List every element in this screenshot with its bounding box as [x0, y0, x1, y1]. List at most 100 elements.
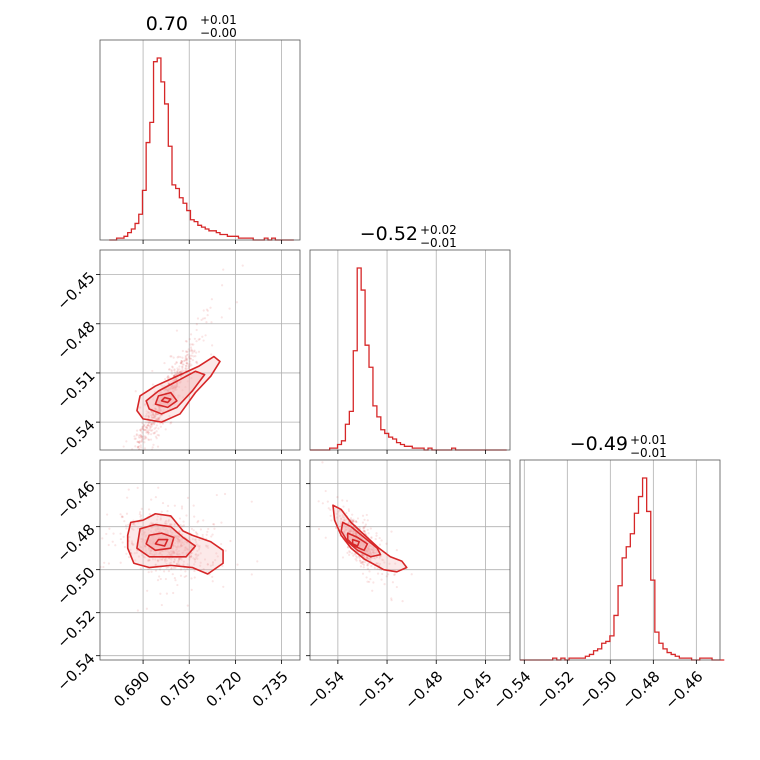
sample-point	[131, 456, 133, 458]
sample-point	[352, 530, 355, 533]
sample-point	[190, 555, 193, 558]
sample-point	[188, 536, 191, 539]
sample-point	[185, 362, 189, 365]
sample-point	[125, 527, 128, 530]
y-tick-label: −0.54	[53, 416, 98, 461]
panel-frame	[309, 459, 511, 661]
sample-point	[157, 552, 161, 556]
sample-point	[205, 308, 209, 311]
sample-point	[362, 554, 365, 557]
sample-point	[370, 548, 373, 551]
sample-point	[150, 552, 153, 555]
sample-point	[367, 557, 371, 560]
sample-point	[175, 385, 178, 388]
sample-point	[166, 376, 169, 379]
sample-point	[220, 521, 223, 524]
sample-point	[145, 607, 148, 610]
sample-point	[141, 427, 144, 431]
sample-point	[191, 343, 194, 346]
sample-point	[221, 284, 224, 287]
sample-point	[148, 558, 151, 562]
sample-point	[167, 531, 170, 535]
sample-point	[176, 538, 180, 541]
sample-point	[148, 428, 151, 432]
sample-point	[153, 421, 156, 424]
sample-point	[147, 546, 151, 550]
sample-point	[137, 527, 140, 530]
sample-point	[223, 492, 227, 496]
sample-point	[173, 534, 176, 537]
sample-point	[370, 537, 373, 540]
sample-point	[163, 389, 166, 393]
sample-point	[190, 555, 193, 558]
sample-point	[161, 422, 164, 425]
sample-point	[123, 545, 126, 549]
sample-point	[173, 576, 176, 580]
sample-point	[139, 444, 142, 447]
sample-point	[347, 527, 350, 530]
sample-point	[204, 334, 207, 337]
sample-point	[167, 518, 171, 521]
sample-point	[184, 354, 187, 358]
sample-point	[338, 509, 341, 512]
sample-point	[182, 560, 186, 563]
sample-point	[168, 562, 171, 565]
sample-point	[112, 532, 115, 535]
sample-point	[153, 427, 156, 430]
sample-point	[190, 349, 193, 352]
sample-point	[359, 565, 363, 568]
sample-point	[173, 371, 177, 374]
sample-point	[168, 522, 172, 526]
sample-point	[171, 390, 175, 393]
sample-point	[147, 421, 150, 424]
sample-point	[175, 546, 178, 549]
sample-point	[367, 545, 370, 549]
sample-point	[193, 337, 196, 340]
sample-point	[174, 384, 177, 387]
sample-point	[347, 508, 350, 511]
sample-point	[173, 385, 176, 388]
sample-point	[162, 550, 165, 553]
sample-point	[115, 494, 117, 496]
sample-point	[363, 529, 366, 533]
sample-point	[173, 504, 176, 507]
sample-point	[155, 437, 158, 440]
sample-point	[180, 370, 183, 373]
sample-point	[173, 368, 176, 371]
sample-point	[349, 530, 352, 533]
sample-point	[144, 549, 148, 552]
sample-point	[150, 423, 153, 426]
x-tick-label: −0.46	[661, 668, 706, 713]
sample-point	[370, 557, 373, 560]
sample-point	[179, 523, 182, 527]
sample-point	[380, 539, 383, 542]
sample-point	[169, 387, 172, 390]
sample-point	[170, 372, 173, 375]
sample-point	[184, 547, 188, 550]
sample-point	[147, 567, 150, 570]
sample-point	[163, 389, 166, 392]
sample-point	[348, 530, 351, 533]
sample-point	[181, 363, 184, 366]
sample-point	[134, 465, 136, 467]
sample-point	[199, 528, 203, 531]
sample-point	[146, 559, 150, 562]
sample-point	[121, 476, 123, 478]
sample-point	[363, 525, 367, 528]
sample-point	[213, 527, 216, 530]
sample-point	[103, 561, 106, 564]
sample-point	[383, 561, 386, 564]
sample-point	[358, 525, 361, 529]
sample-point	[164, 522, 167, 525]
panel-frame	[99, 459, 301, 661]
sample-point	[182, 563, 185, 566]
sample-point	[211, 575, 214, 578]
sample-point	[151, 429, 154, 432]
sample-point	[186, 496, 190, 499]
sample-point	[174, 386, 177, 389]
sample-point	[119, 538, 123, 541]
sample-point	[149, 438, 153, 441]
sample-point	[167, 388, 170, 391]
sample-point	[393, 573, 396, 576]
sample-point	[146, 451, 148, 453]
